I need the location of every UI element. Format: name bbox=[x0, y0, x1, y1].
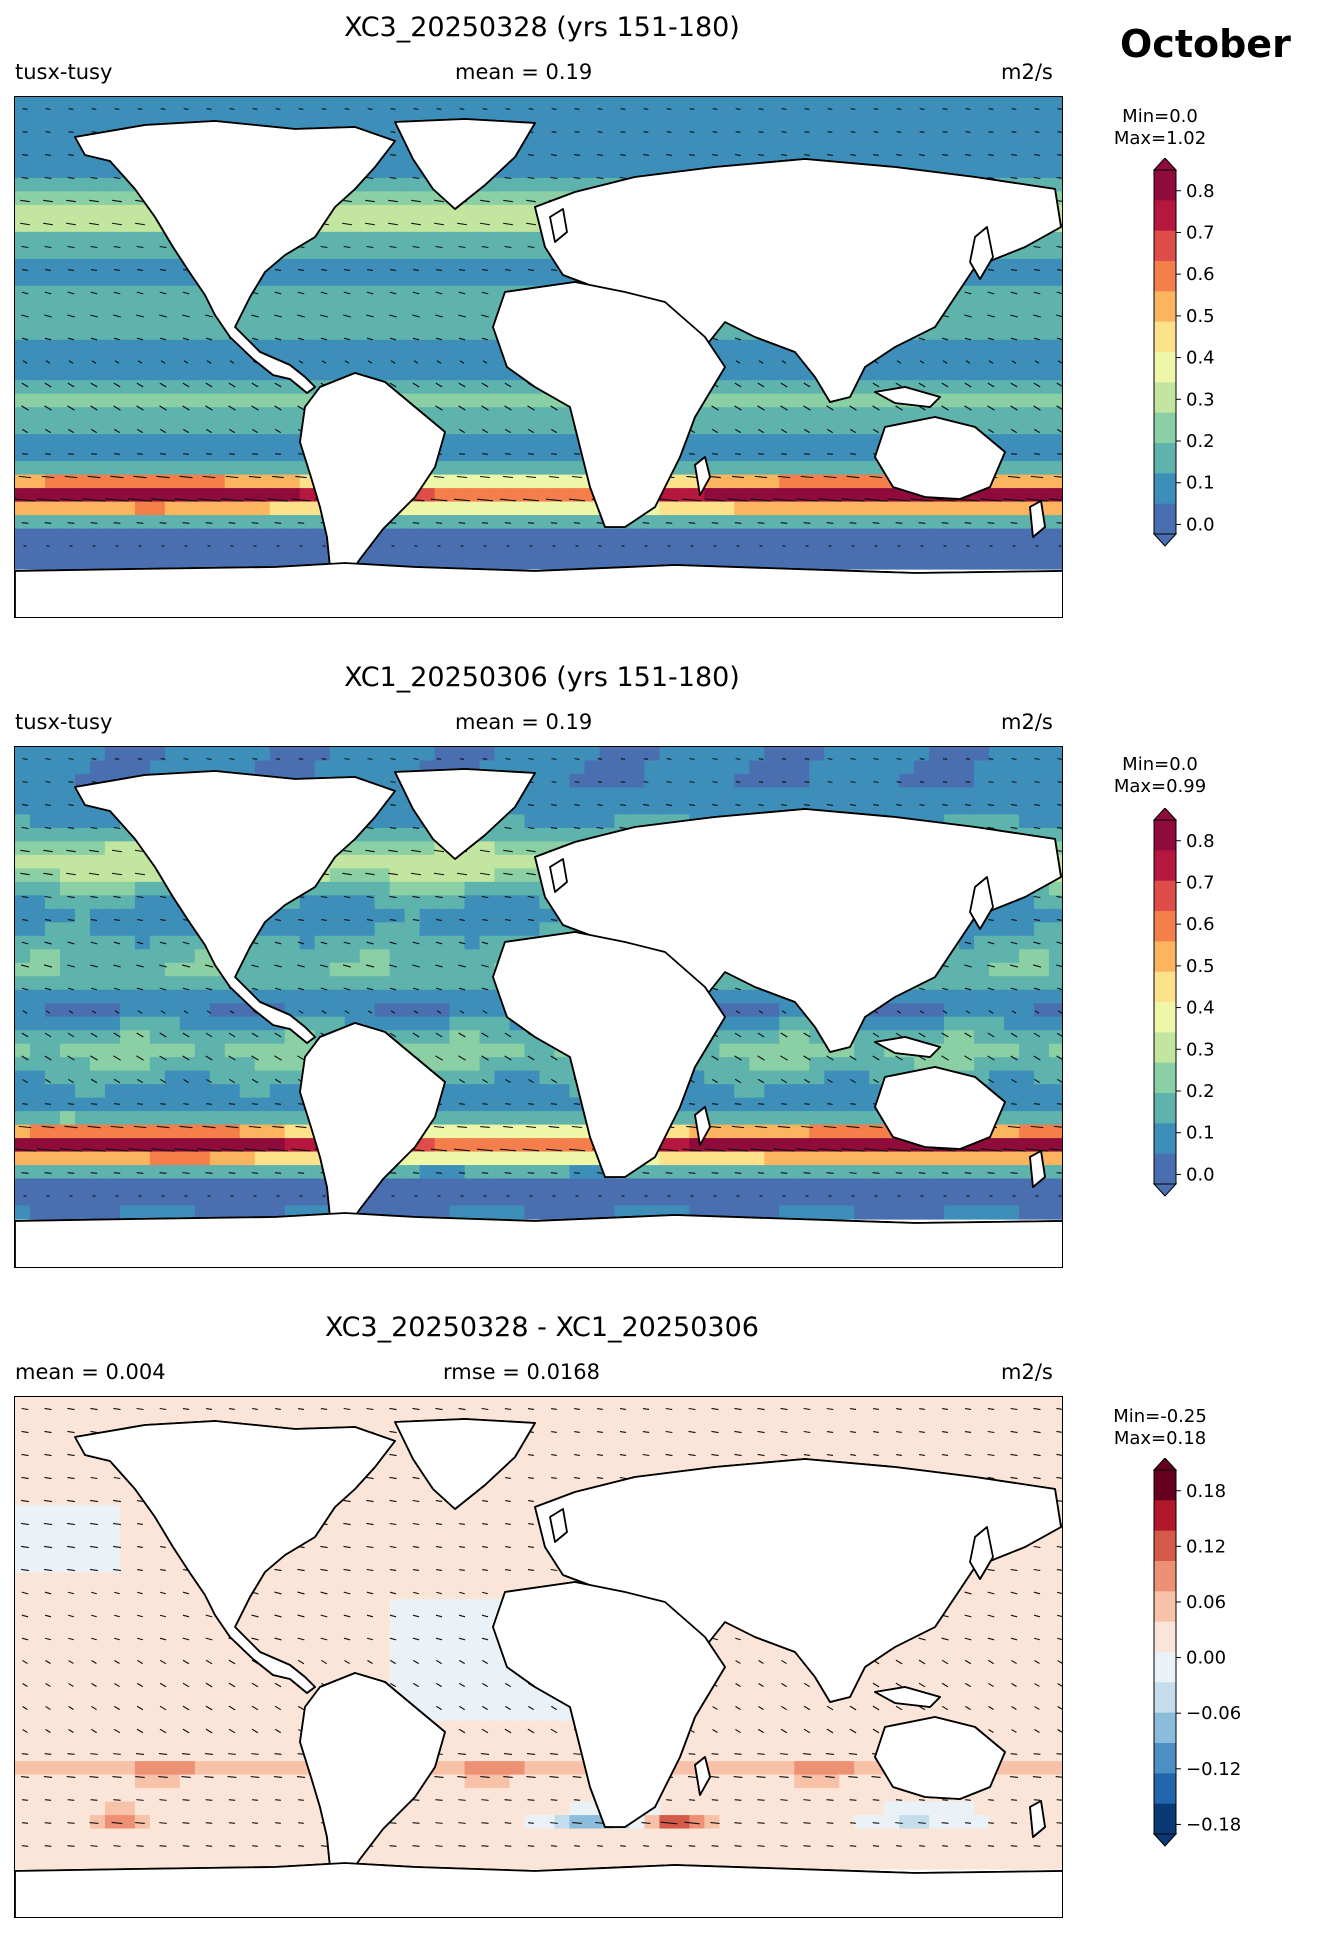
panel-1-units-label: m2/s bbox=[1001, 60, 1053, 84]
panel-2-min-label: Min=0.0 bbox=[1122, 754, 1198, 775]
panel-1-variable-label: tusx-tusy bbox=[15, 60, 113, 84]
panel-3-min-label: Min=-0.25 bbox=[1113, 1406, 1207, 1427]
panel-1-colorbar: 0.0 0.1 0.2 0.3 0.4 0.5 0.6 0.7 0.8 bbox=[1150, 157, 1290, 562]
colorbar-tick-label: 0.06 bbox=[1186, 1592, 1226, 1613]
panel-1-title: XC3_20250328 (yrs 151-180) bbox=[344, 12, 740, 43]
panel-3-rmse-label: rmse = 0.0168 bbox=[443, 1360, 601, 1384]
panel-3-map bbox=[14, 1396, 1063, 1918]
colorbar-tick-label: 0.5 bbox=[1186, 306, 1215, 327]
panel-1-min-label: Min=0.0 bbox=[1122, 106, 1198, 127]
panel-3-colorbar: −0.18 −0.12 −0.06 0.00 0.06 0.12 0.18 bbox=[1150, 1457, 1290, 1862]
colorbar-tick-label: 0.5 bbox=[1186, 956, 1215, 977]
colorbar-tick-label: 0.7 bbox=[1186, 872, 1215, 893]
month-label: October bbox=[1120, 22, 1291, 66]
colorbar-tick-label: 0.4 bbox=[1186, 998, 1215, 1019]
colorbar-tick-label: −0.06 bbox=[1186, 1703, 1241, 1724]
colorbar-tick-label: 0.3 bbox=[1186, 1039, 1215, 1060]
panel-3-max-label: Max=0.18 bbox=[1113, 1428, 1207, 1449]
panel-3-mean-label: mean = 0.004 bbox=[15, 1360, 166, 1384]
colorbar-tick-label: 0.12 bbox=[1186, 1536, 1226, 1557]
colorbar-tick-label: 0.18 bbox=[1186, 1481, 1226, 1502]
panel-2-map bbox=[14, 746, 1063, 1268]
panel-3-title: XC3_20250328 - XC1_20250306 bbox=[325, 1312, 759, 1343]
panel-1-mean-label: mean = 0.19 bbox=[455, 60, 593, 84]
colorbar-tick-label: 0.1 bbox=[1186, 473, 1215, 494]
panel-2-mean-label: mean = 0.19 bbox=[455, 710, 593, 734]
colorbar-tick-label: 0.6 bbox=[1186, 914, 1215, 935]
colorbar-tick-label: 0.8 bbox=[1186, 831, 1215, 852]
panel-2-title: XC1_20250306 (yrs 151-180) bbox=[344, 662, 740, 693]
colorbar-tick-label: 0.7 bbox=[1186, 222, 1215, 243]
colorbar-tick-label: −0.12 bbox=[1186, 1759, 1241, 1780]
colorbar-tick-label: 0.3 bbox=[1186, 389, 1215, 410]
colorbar-tick-label: 0.1 bbox=[1186, 1123, 1215, 1144]
colorbar-tick-label: 0.0 bbox=[1186, 1164, 1215, 1185]
panel-1-map bbox=[14, 96, 1063, 618]
colorbar-tick-label: 0.6 bbox=[1186, 264, 1215, 285]
panel-2-colorbar: 0.0 0.1 0.2 0.3 0.4 0.5 0.6 0.7 0.8 bbox=[1150, 807, 1290, 1212]
colorbar-tick-label: 0.2 bbox=[1186, 1081, 1215, 1102]
colorbar-tick-label: 0.4 bbox=[1186, 348, 1215, 369]
colorbar-tick-label: −0.18 bbox=[1186, 1814, 1241, 1835]
colorbar-tick-label: 0.2 bbox=[1186, 431, 1215, 452]
panel-2-units-label: m2/s bbox=[1001, 710, 1053, 734]
panel-1-max-label: Max=1.02 bbox=[1113, 128, 1207, 149]
panel-3-units-label: m2/s bbox=[1001, 1360, 1053, 1384]
colorbar-tick-label: 0.00 bbox=[1186, 1648, 1226, 1669]
colorbar-tick-label: 0.8 bbox=[1186, 181, 1215, 202]
panel-2-max-label: Max=0.99 bbox=[1113, 776, 1207, 797]
colorbar-tick-label: 0.0 bbox=[1186, 514, 1215, 535]
panel-2-variable-label: tusx-tusy bbox=[15, 710, 113, 734]
